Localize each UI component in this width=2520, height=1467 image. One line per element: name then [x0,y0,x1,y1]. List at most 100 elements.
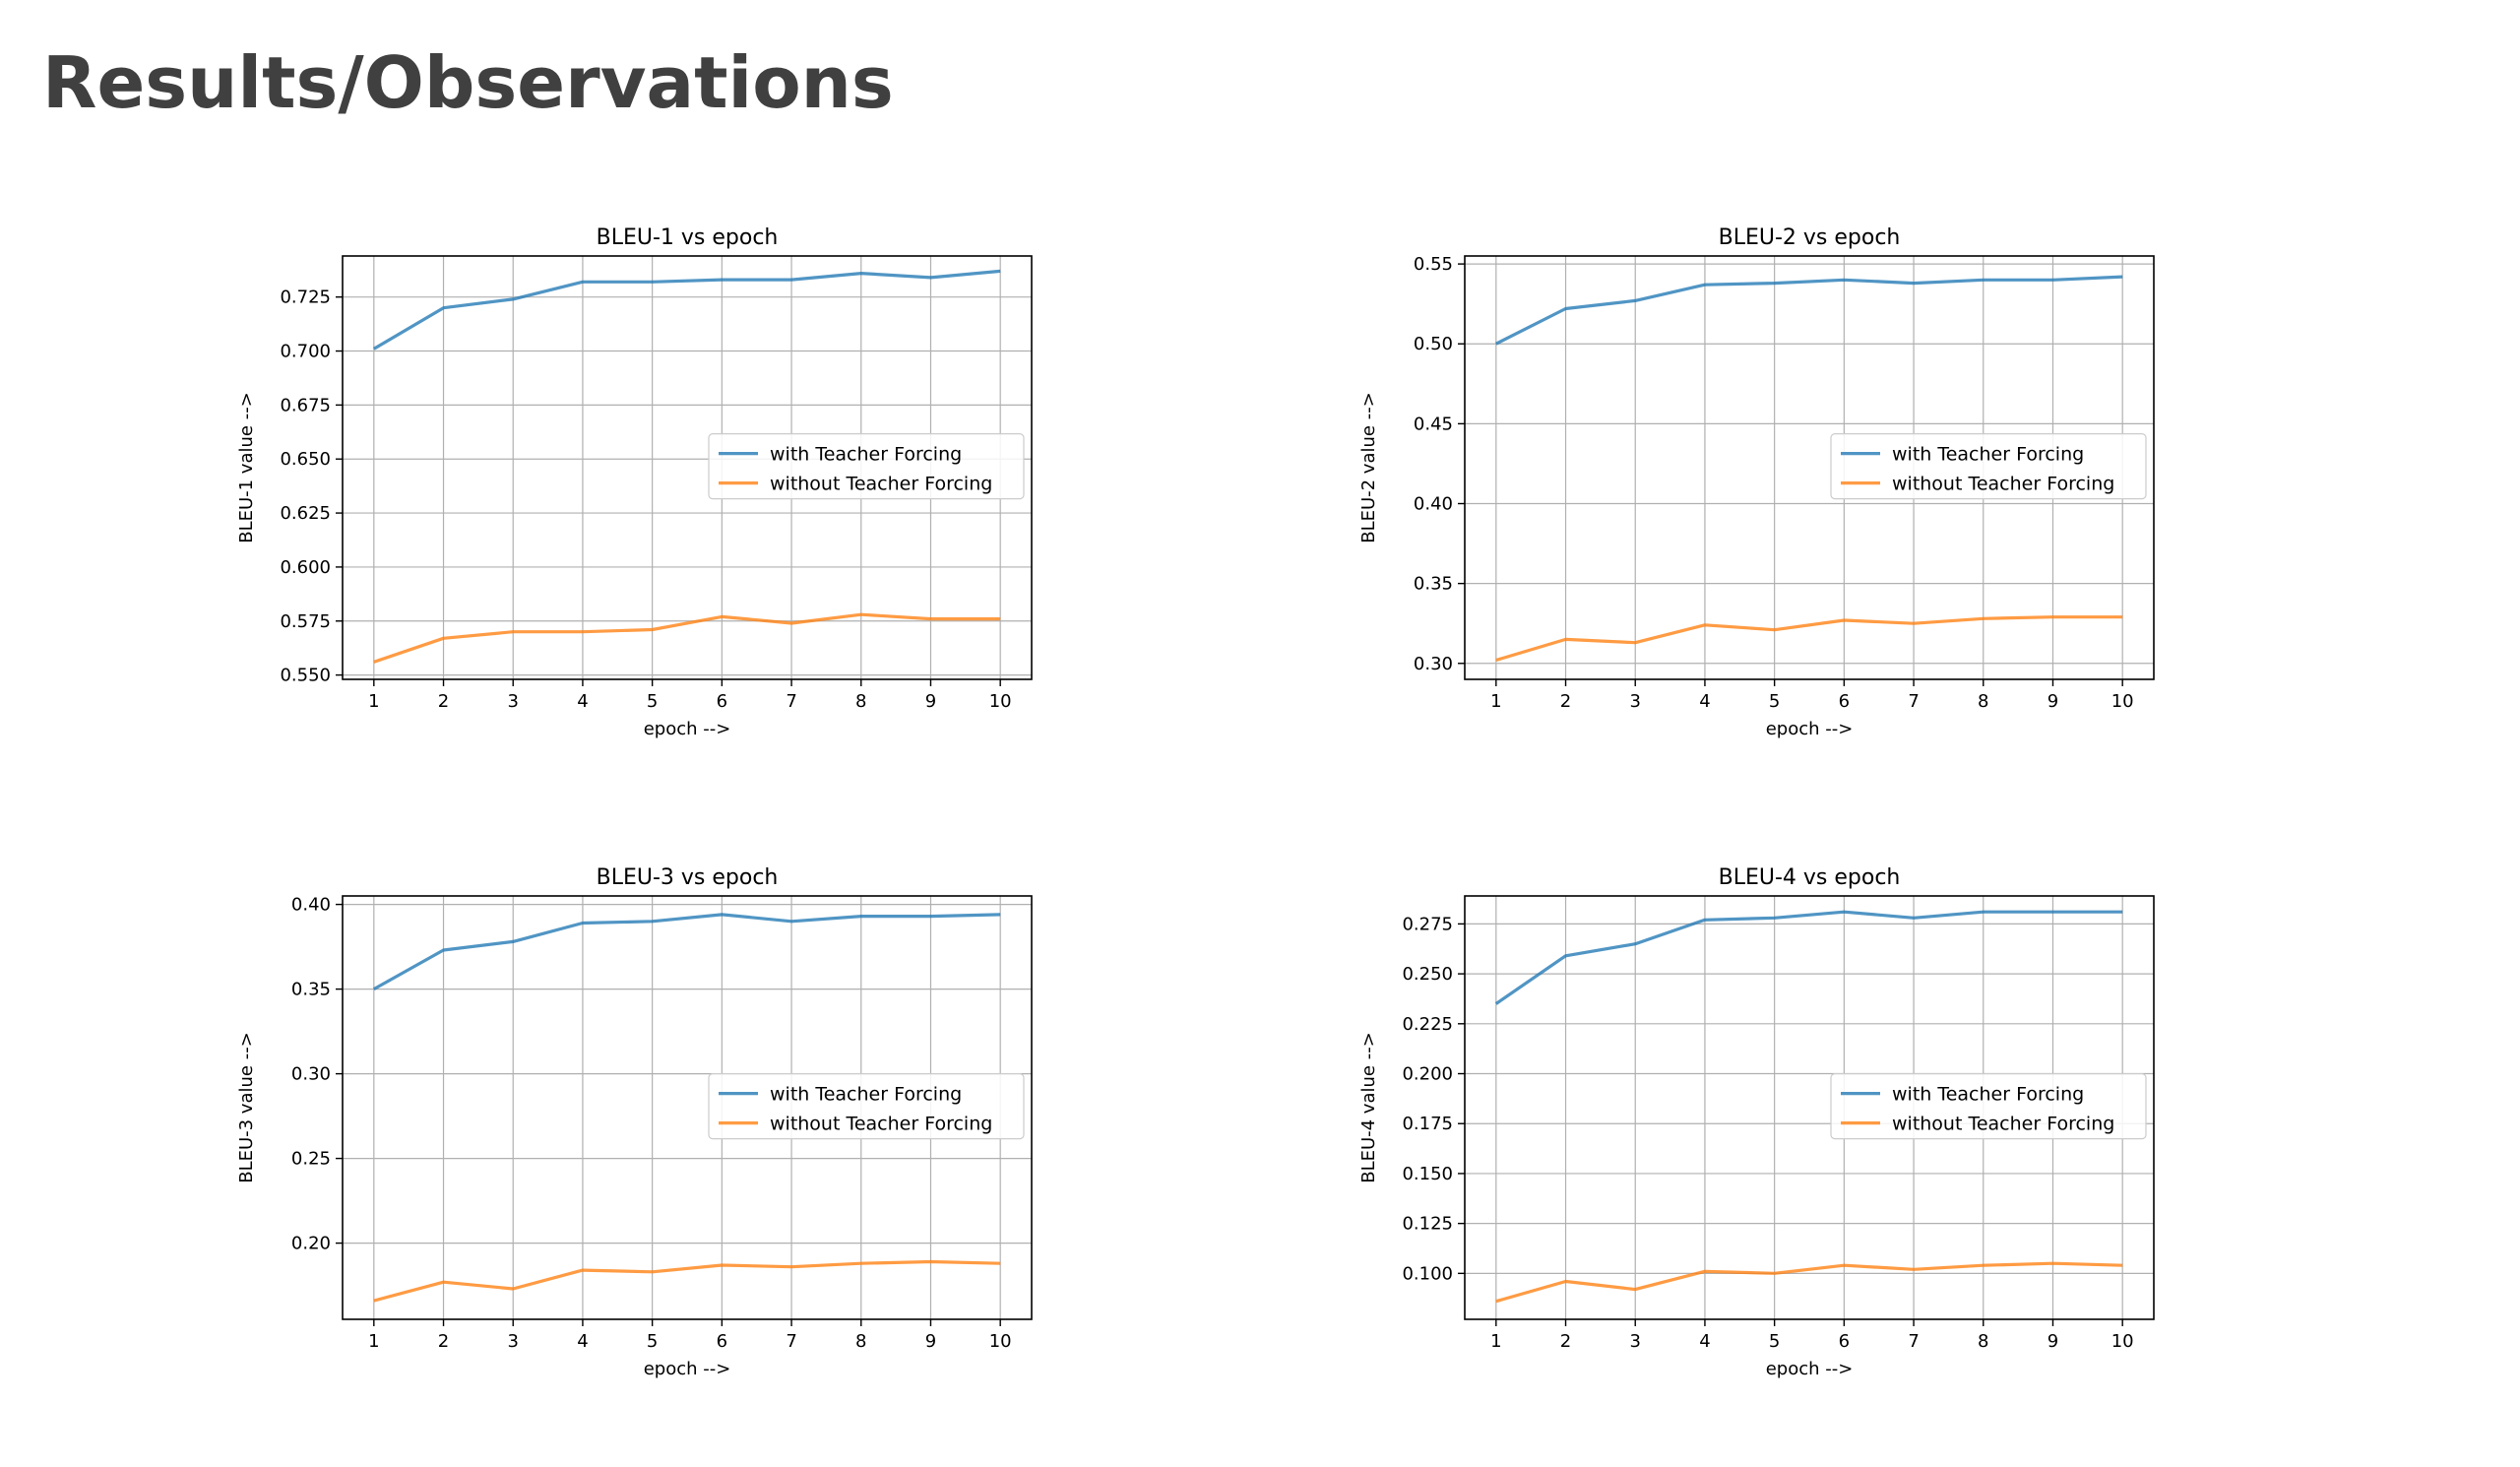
x-tick-label: 2 [1560,691,1571,712]
chart-bleu-3: BLEU-3 vs epoch 1 2 3 4 5 6 7 8 9 10 0.20 0.25 0.30 0.… [197,837,1083,1467]
y-tick-label: 0.45 [1414,414,1453,434]
x-tick-label: 4 [1699,1331,1710,1352]
x-tick-label: 7 [1908,691,1919,712]
y-tick-label: 0.700 [280,342,331,362]
x-axis-label: epoch --> [644,719,731,739]
x-tick-label: 1 [1490,1331,1501,1352]
y-axis-label: BLEU-2 value --> [1358,392,1379,543]
x-tick-label: 10 [989,691,1012,712]
chart-svg: BLEU-3 vs epoch 1 2 3 4 5 6 7 8 9 10 0.20 0.25 0.30 0.… [236,865,1033,1379]
x-tick-label: 9 [925,691,936,712]
chart-bleu-2: BLEU-2 vs epoch 1 2 3 4 5 6 7 8 9 10 0.30 0.35 0.40 0.… [1319,197,2205,827]
x-tick-label: 8 [855,691,866,712]
series-line-with-teacher-forcing [1494,910,2123,1005]
x-tick-label: 1 [1490,691,1501,712]
x-tick-label: 7 [786,691,796,712]
x-tick-label: 4 [1699,691,1710,712]
y-tick-label: 0.650 [280,449,331,470]
y-axis-label: BLEU-4 value --> [1358,1032,1379,1183]
chart-title: BLEU-2 vs epoch [1719,225,1901,250]
y-tick-label: 0.30 [1414,654,1453,674]
legend-label: without Teacher Forcing [770,1114,992,1135]
chart-svg: BLEU-1 vs epoch 1 2 3 4 5 6 7 8 9 10 0.550 0.575 0.60… [236,225,1033,739]
x-tick-label: 7 [786,1331,796,1352]
x-tick-label: 3 [508,1331,519,1352]
legend: with Teacher Forcing without Teacher Forc… [708,1073,1025,1140]
y-tick-label: 0.40 [1414,494,1453,515]
chart-bleu-1: BLEU-1 vs epoch 1 2 3 4 5 6 7 8 9 10 0.550 0.575 0.60… [197,197,1083,827]
x-tick-label: 9 [2048,691,2058,712]
legend-box [1830,433,2147,500]
x-tick-label: 7 [1908,1331,1919,1352]
y-tick-label: 0.150 [1402,1164,1453,1184]
plot-frame [1464,895,2155,1320]
series-line-with-teacher-forcing [373,913,1001,990]
x-axis-label: epoch --> [1766,719,1854,739]
x-axis-label: epoch --> [644,1359,731,1379]
plot-frame [342,895,1033,1320]
legend-label: without Teacher Forcing [1892,1114,2114,1135]
y-tick-label: 0.30 [291,1064,331,1085]
x-tick-label: 5 [647,691,658,712]
y-tick-label: 0.250 [1402,964,1453,985]
legend-label: without Teacher Forcing [770,474,992,495]
x-tick-label: 9 [925,1331,936,1352]
y-tick-label: 0.625 [280,503,331,524]
x-tick-label: 8 [855,1331,866,1352]
y-tick-label: 0.100 [1402,1263,1453,1284]
x-tick-label: 5 [1769,1331,1780,1352]
y-tick-label: 0.40 [291,895,331,916]
x-tick-label: 10 [2111,691,2134,712]
y-tick-label: 0.575 [280,611,331,632]
y-tick-label: 0.35 [291,980,331,1000]
grid [1465,256,2154,679]
y-tick-label: 0.225 [1402,1014,1453,1035]
x-tick-label: 1 [368,1331,379,1352]
x-tick-label: 5 [647,1331,658,1352]
y-tick-label: 0.35 [1414,574,1453,595]
x-tick-label: 10 [2111,1331,2134,1352]
legend-label: without Teacher Forcing [1892,474,2114,495]
x-tick-label: 2 [438,1331,449,1352]
x-tick-label: 4 [577,691,588,712]
series-line-with-teacher-forcing [372,269,1001,351]
y-tick-label: 0.175 [1402,1114,1453,1134]
chart-bleu-4: BLEU-4 vs epoch 1 2 3 4 5 6 7 8 9 10 0.100 0.125 0.15… [1319,837,2205,1467]
x-tick-label: 6 [717,1331,727,1352]
series-line-without-teacher-forcing [1495,1261,2123,1304]
series-line-without-teacher-forcing [1495,615,2123,663]
x-tick-label: 1 [368,691,379,712]
x-tick-label: 3 [508,691,519,712]
legend-box [708,433,1025,500]
y-tick-label: 0.725 [280,287,331,308]
series-line-without-teacher-forcing [373,612,1001,664]
y-tick-label: 0.200 [1402,1064,1453,1085]
y-axis-label: BLEU-3 value --> [236,1032,257,1183]
y-tick-label: 0.275 [1402,914,1453,934]
chart-title: BLEU-1 vs epoch [597,225,779,250]
y-tick-label: 0.20 [291,1234,331,1254]
legend-box [1830,1073,2147,1140]
series-line-with-teacher-forcing [1495,275,2123,346]
chart-title: BLEU-4 vs epoch [1719,865,1901,890]
x-tick-label: 5 [1769,691,1780,712]
chart-svg: BLEU-2 vs epoch 1 2 3 4 5 6 7 8 9 10 0.30 0.35 0.40 0.… [1358,225,2155,739]
x-tick-label: 4 [577,1331,588,1352]
x-tick-label: 3 [1630,691,1641,712]
legend: with Teacher Forcing without Teacher Forc… [1830,1073,2147,1140]
x-tick-label: 8 [1978,1331,1988,1352]
y-tick-label: 0.50 [1414,334,1453,354]
page-title: Results/Observations [42,41,894,124]
series-line-without-teacher-forcing [373,1259,1001,1303]
legend: with Teacher Forcing without Teacher Forc… [1830,433,2147,500]
chart-svg: BLEU-4 vs epoch 1 2 3 4 5 6 7 8 9 10 0.100 0.125 0.15… [1358,865,2155,1379]
y-tick-label: 0.550 [280,666,331,686]
x-axis-label: epoch --> [1766,1359,1854,1379]
grid [343,256,1032,679]
x-tick-label: 2 [1560,1331,1571,1352]
x-tick-label: 2 [438,691,449,712]
legend-label: with Teacher Forcing [770,444,962,466]
legend-box [708,1073,1025,1140]
y-tick-label: 0.675 [280,395,331,415]
y-tick-label: 0.55 [1414,254,1453,275]
